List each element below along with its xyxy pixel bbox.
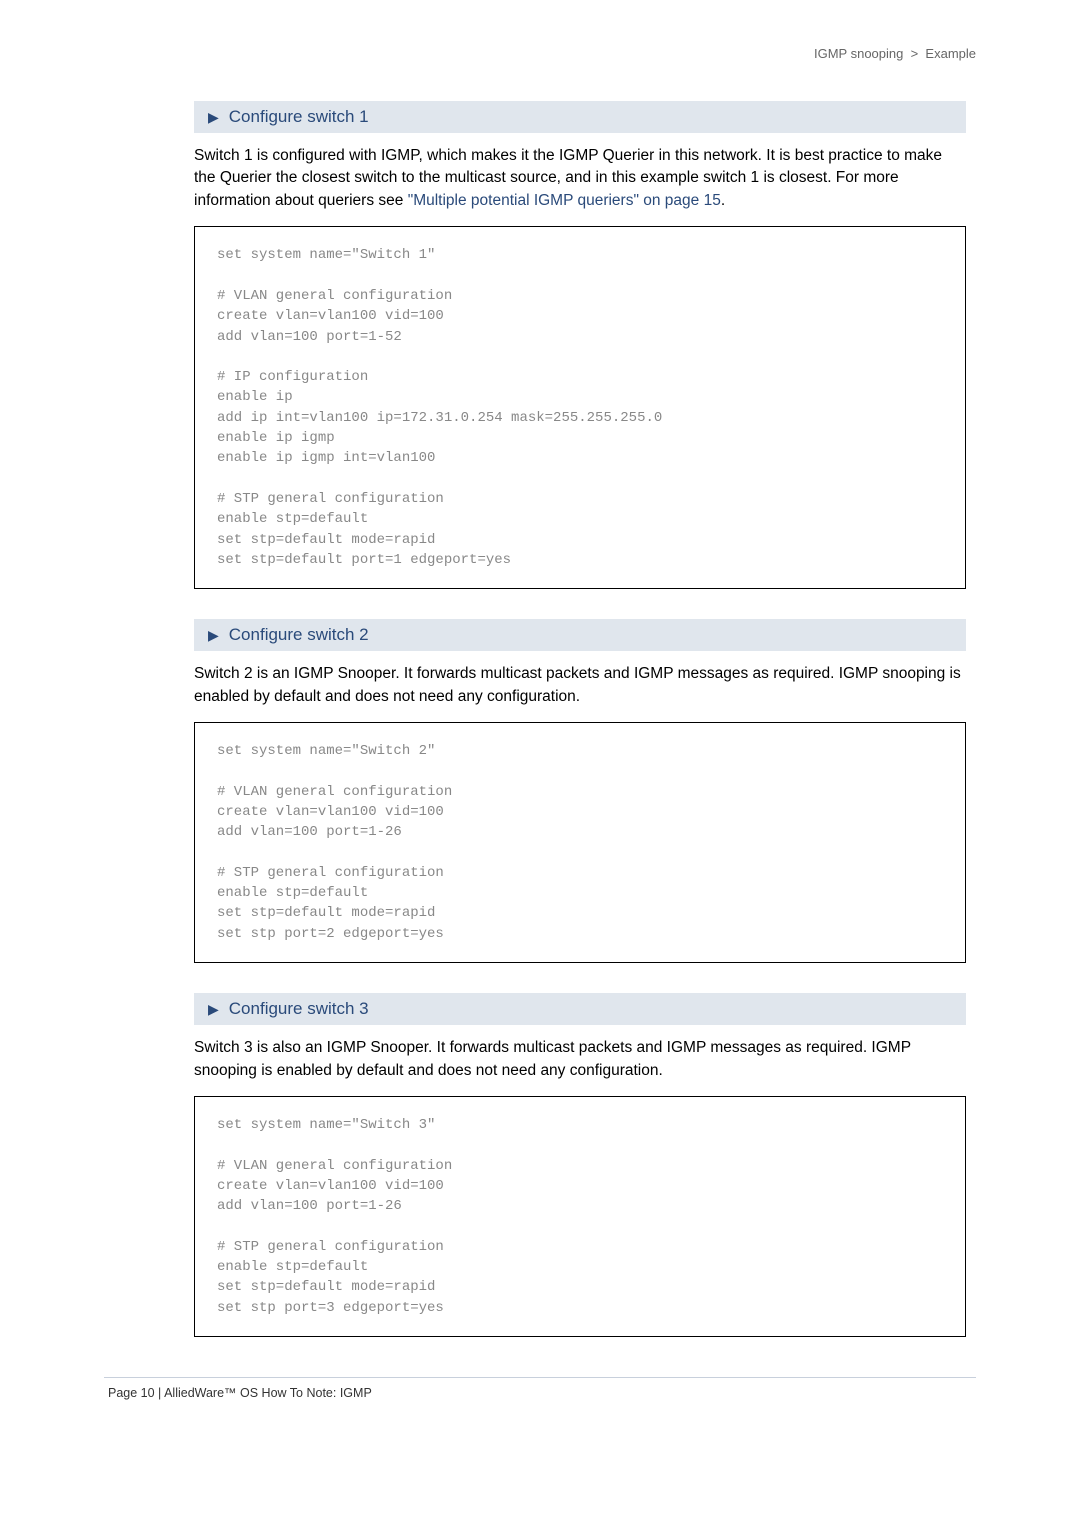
section-title: Configure switch 3 [229, 999, 369, 1019]
breadcrumb-section: IGMP snooping [814, 46, 903, 61]
section-1-paragraph: Switch 1 is configured with IGMP, which … [194, 145, 966, 212]
breadcrumb-separator: > [911, 46, 919, 61]
code-block-3: set system name="Switch 3" # VLAN genera… [194, 1096, 966, 1337]
section-header-2: ▶ Configure switch 2 [194, 619, 966, 651]
breadcrumb: IGMP snooping > Example [104, 46, 976, 61]
footer-rule [104, 1377, 976, 1378]
breadcrumb-subsection: Example [925, 46, 976, 61]
code-block-2: set system name="Switch 2" # VLAN genera… [194, 722, 966, 963]
section-title: Configure switch 1 [229, 107, 369, 127]
para-text-2: . [721, 192, 725, 209]
cross-ref-link[interactable]: "Multiple potential IGMP queriers" on pa… [408, 192, 721, 209]
section-header-1: ▶ Configure switch 1 [194, 101, 966, 133]
page: IGMP snooping > Example ▶ Configure swit… [0, 0, 1080, 1460]
triangle-icon: ▶ [208, 109, 219, 126]
triangle-icon: ▶ [208, 627, 219, 644]
section-2-paragraph: Switch 2 is an IGMP Snooper. It forwards… [194, 663, 966, 708]
content-area: ▶ Configure switch 1 Switch 1 is configu… [194, 101, 966, 1337]
footer-text: Page 10 | AlliedWare™ OS How To Note: IG… [104, 1386, 976, 1400]
section-header-3: ▶ Configure switch 3 [194, 993, 966, 1025]
section-title: Configure switch 2 [229, 625, 369, 645]
section-3-paragraph: Switch 3 is also an IGMP Snooper. It for… [194, 1037, 966, 1082]
code-block-1: set system name="Switch 1" # VLAN genera… [194, 226, 966, 589]
triangle-icon: ▶ [208, 1001, 219, 1018]
